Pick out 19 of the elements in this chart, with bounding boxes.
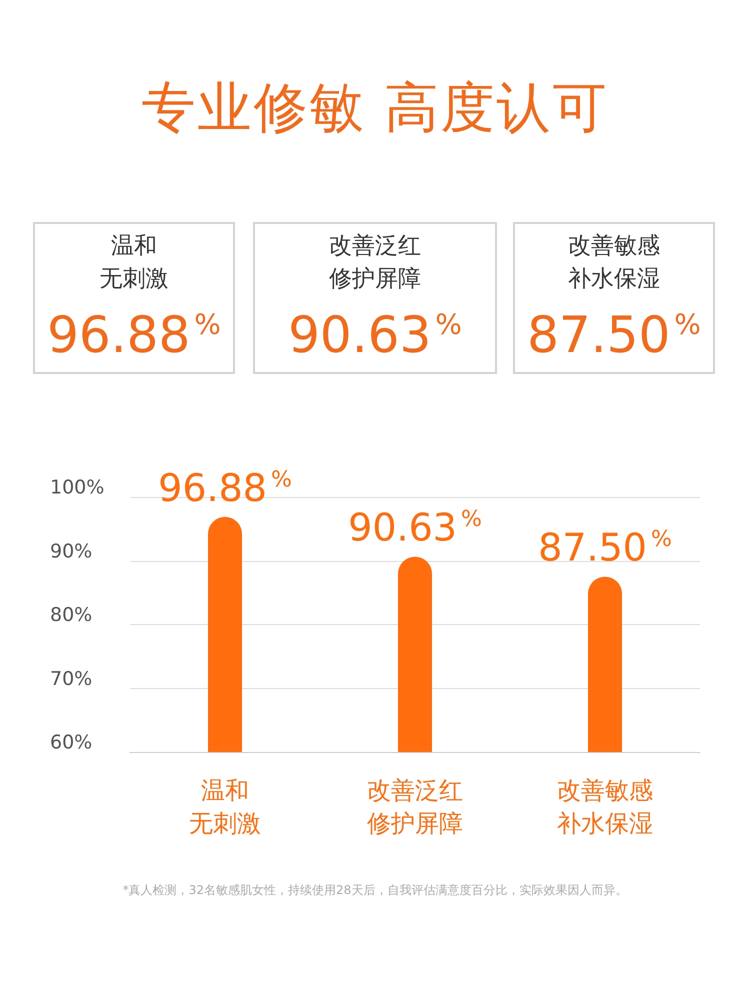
text: 96.88$^{%}$ [47, 306, 221, 364]
category-label: 改善敏感补水保湿 [567, 232, 661, 294]
category-label: 温和无刺激 [98, 232, 170, 294]
category-label: 改善泛红修护屏障 [328, 232, 422, 294]
x-tick-label: 改善敏感补水保湿 [557, 776, 653, 838]
y-tick-label: 60% [50, 732, 92, 754]
y-tick-label: 80% [50, 604, 92, 626]
x-tick-label: 改善泛红修护屏障 [367, 776, 463, 838]
text: 87.50$^{%}$ [527, 306, 701, 364]
data-label: 87.50% [538, 526, 672, 570]
y-tick-label: 90% [50, 540, 92, 562]
y-tick-label: 100% [50, 476, 104, 498]
data-label: 90.63% [348, 506, 482, 550]
text: *真人检测，32名敏感肌女性，持续使用28天后，自我评估满意度百分比，实际效果因人而异。 [122, 882, 628, 899]
x-tick-label: 温和无刺激 [189, 776, 261, 838]
data-label: 96.88% [158, 466, 292, 510]
text: 专业修敏 高度认可 [140, 75, 610, 141]
text: 90.63$^{%}$ [288, 306, 462, 364]
y-tick-label: 70% [50, 668, 92, 690]
